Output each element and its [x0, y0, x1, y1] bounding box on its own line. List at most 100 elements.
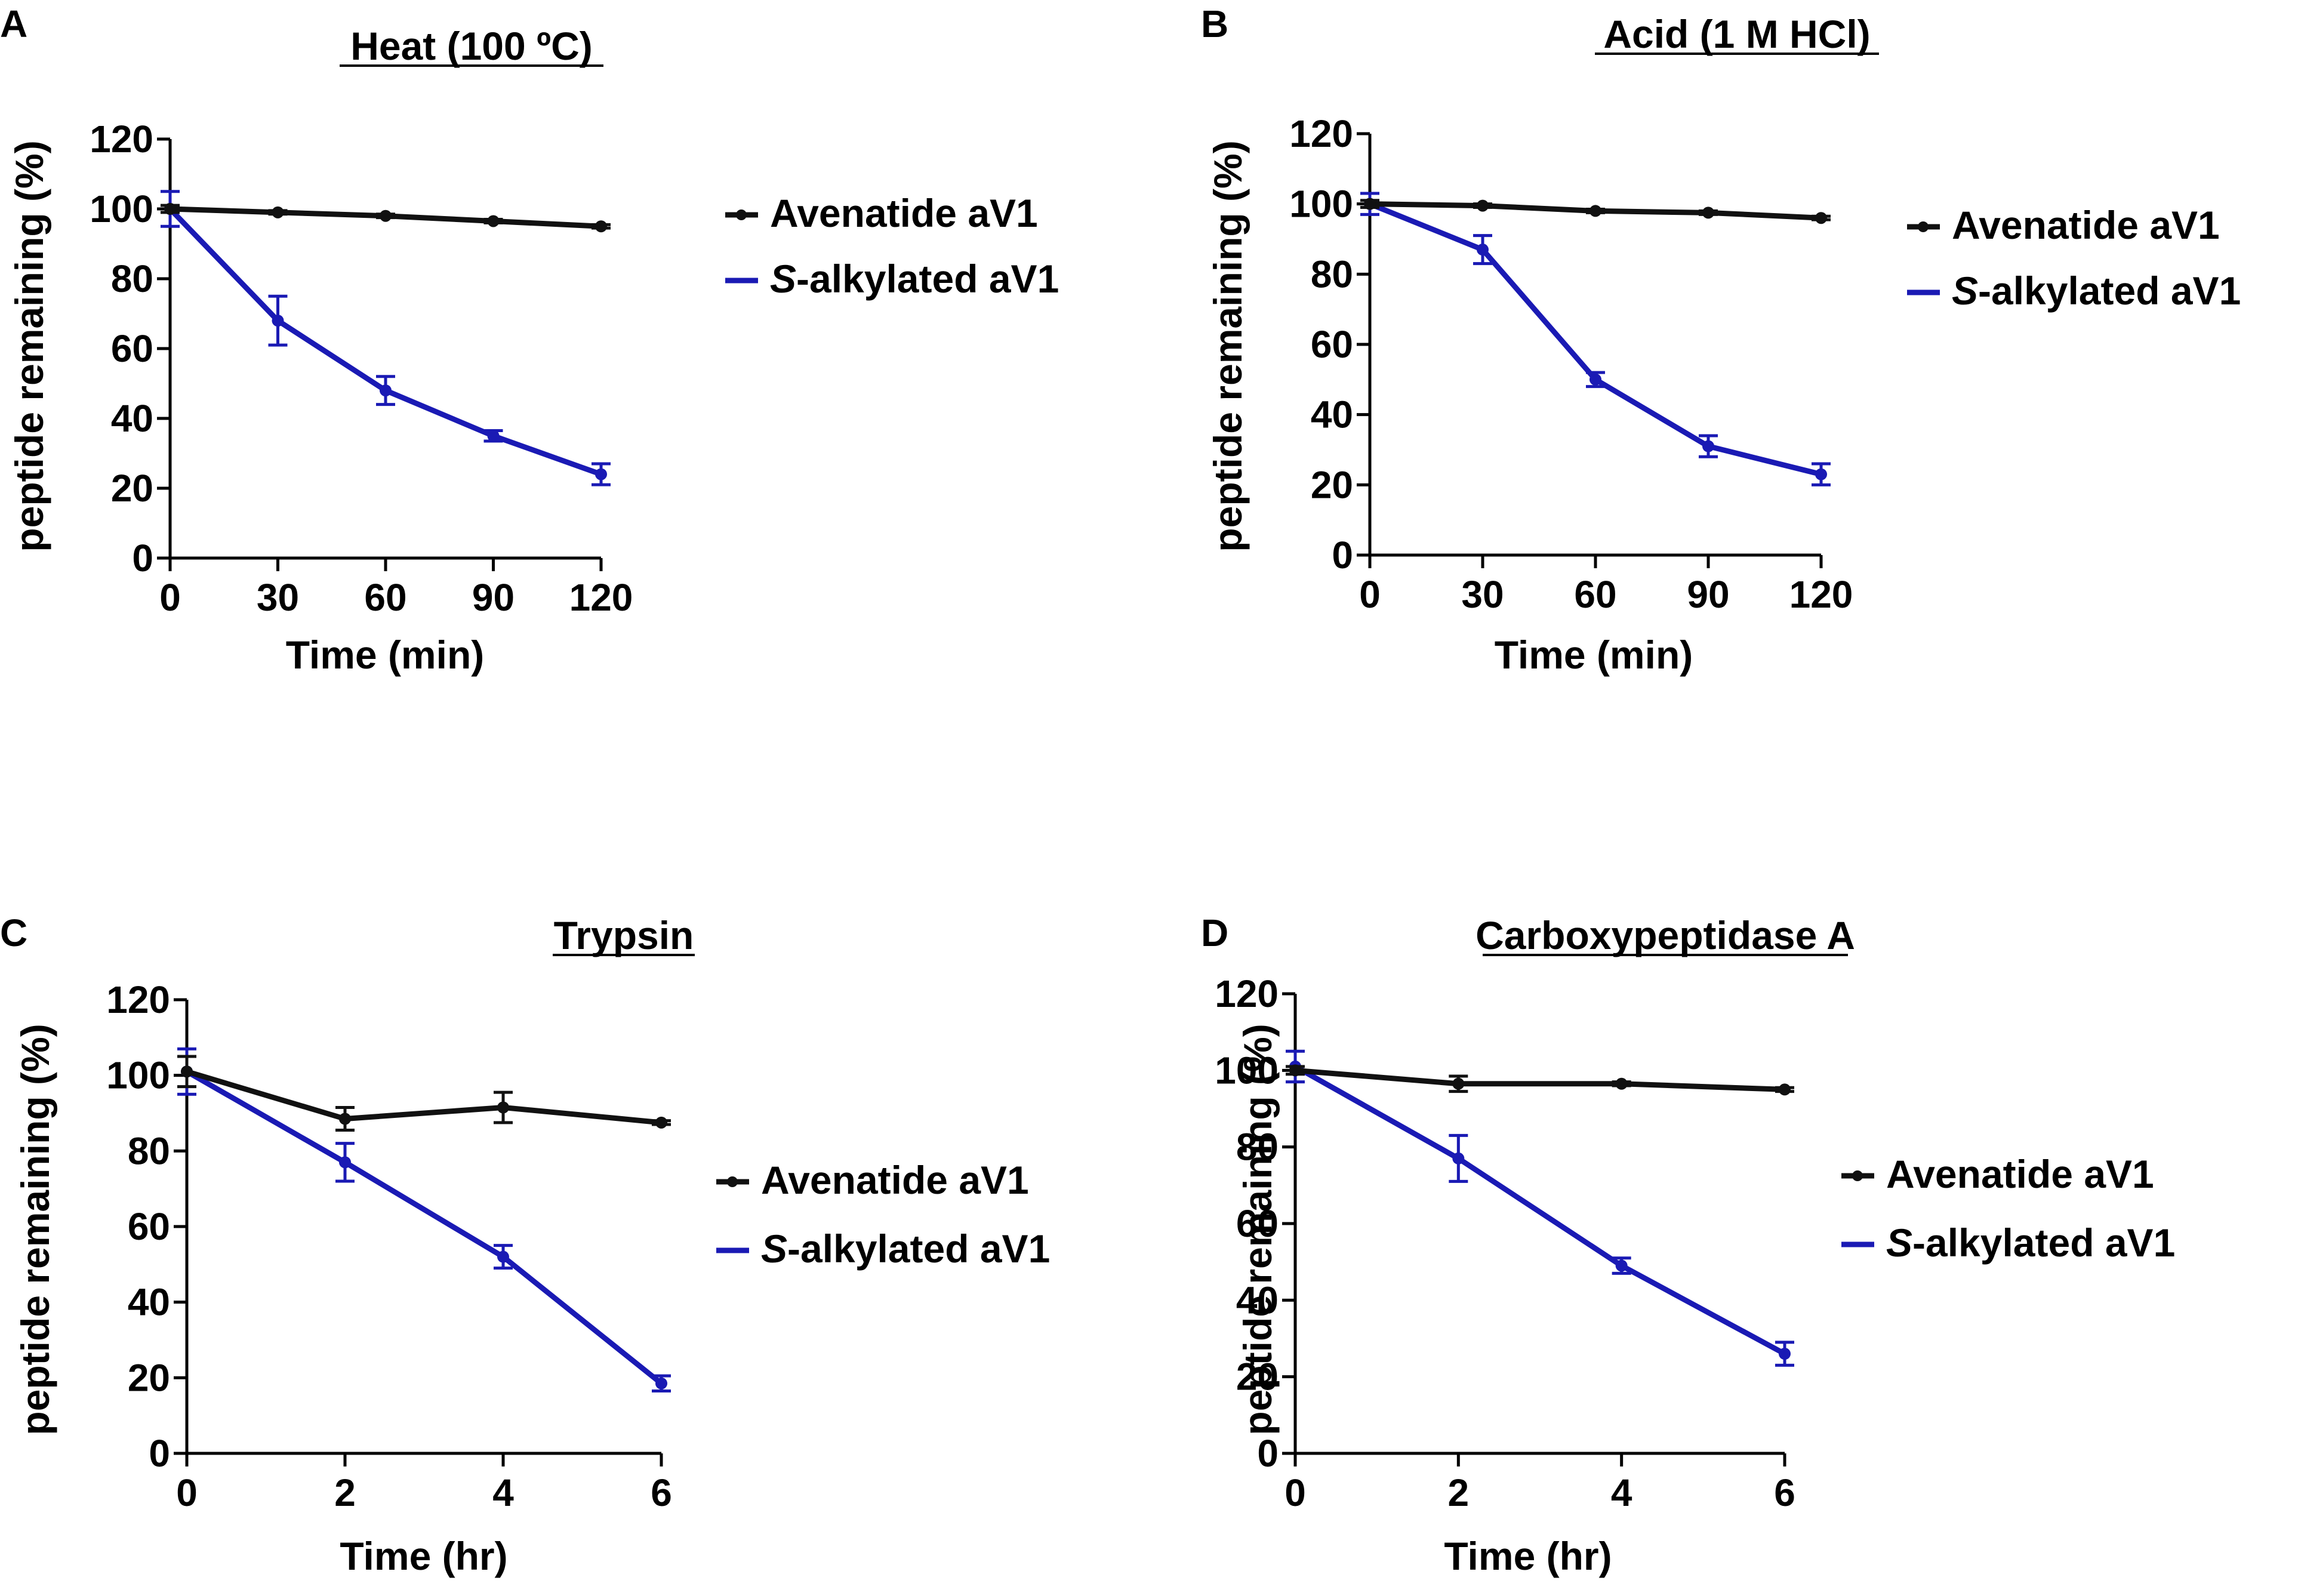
x-tick-label: 4	[1611, 1471, 1632, 1514]
data-point	[1615, 1077, 1628, 1090]
y-axis-label: peptide remaining (%)	[1206, 140, 1250, 551]
data-point	[497, 1250, 509, 1263]
series-line	[186, 1069, 662, 1126]
legend-label-s-alkylated: S-alkylated aV1	[761, 1227, 1050, 1271]
data-point	[595, 468, 607, 480]
chart-title: Heat (100 ºC)	[350, 24, 593, 68]
data-point	[595, 220, 607, 233]
chart-panel-d: D Carboxypeptidase A 0 20 40 60 80 100 120 0 2 4 6 Ti…	[1201, 911, 2175, 1578]
x-tick-label: 30	[257, 576, 299, 619]
series-line	[1295, 1067, 1785, 1092]
y-tick-label: 120	[1289, 112, 1353, 155]
legend-label-avenatide: Avenatide aV1	[770, 191, 1038, 235]
y-tick-label: 100	[90, 187, 153, 230]
y-tick-label: 0	[1257, 1432, 1279, 1475]
legend-label-avenatide: Avenatide aV1	[1886, 1152, 2154, 1196]
y-tick-label: 60	[1236, 1202, 1279, 1245]
y-tick-label: 60	[111, 327, 153, 370]
y-tick-label: 40	[1311, 393, 1353, 436]
panel-letter: A	[0, 2, 27, 45]
chart-panel-b: B Acid (1 M HCl) 0 20 40 60 80 100 120 0 30 60 90 120…	[1201, 2, 2241, 677]
legend-marker-avenatide	[727, 1176, 738, 1187]
y-tick-label: 80	[1311, 252, 1353, 295]
series-s-alkylated	[1286, 1049, 1794, 1367]
series-line	[1369, 201, 1822, 477]
series-s-alkylated	[161, 190, 611, 486]
legend-label-italic-s: S	[761, 1227, 787, 1271]
data-point	[1589, 373, 1601, 386]
x-tick-label: 90	[1687, 573, 1729, 616]
data-point	[655, 1116, 667, 1129]
legend-marker-avenatide	[1918, 221, 1929, 232]
data-point	[1815, 212, 1827, 224]
x-tick-label: 0	[1284, 1471, 1306, 1514]
x-tick-label: 0	[1359, 573, 1381, 616]
x-tick-label: 2	[1448, 1471, 1470, 1514]
data-point	[497, 1101, 509, 1114]
x-tick-label: 0	[176, 1471, 198, 1514]
legend-label-s-alkylated: S-alkylated aV1	[770, 257, 1059, 301]
series-line	[1293, 1064, 1786, 1357]
legend-label-rest: -alkylated aV1	[787, 1227, 1050, 1271]
y-tick-label: 100	[1215, 1049, 1279, 1092]
legend-label-italic-s: S	[1886, 1221, 1912, 1265]
y-tick-label: 20	[111, 467, 153, 510]
y-tick-label: 120	[106, 978, 170, 1021]
data-point	[487, 430, 500, 442]
series-avenatide	[177, 1055, 671, 1132]
data-point	[1477, 244, 1489, 256]
y-axis-label: peptide remaining (%)	[1236, 1024, 1280, 1435]
legend-label-avenatide: Avenatide aV1	[1952, 203, 2220, 247]
data-point	[380, 209, 392, 222]
y-tick-label: 80	[128, 1129, 170, 1172]
series-avenatide	[1360, 198, 1831, 224]
x-tick-label: 60	[364, 576, 406, 619]
data-point	[1779, 1348, 1791, 1360]
data-point	[380, 384, 392, 397]
panel-letter: B	[1201, 2, 1228, 45]
chart-title: Carboxypeptidase A	[1475, 913, 1855, 957]
y-axis-label: peptide remaining (%)	[7, 140, 51, 551]
y-tick-label: 0	[132, 537, 153, 580]
data-point	[339, 1156, 351, 1169]
x-tick-label: 6	[1774, 1471, 1795, 1514]
y-tick-label: 120	[1215, 972, 1279, 1015]
y-tick-label: 40	[128, 1281, 170, 1324]
x-tick-label: 0	[159, 576, 181, 619]
x-tick-label: 30	[1461, 573, 1504, 616]
x-tick-label: 90	[472, 576, 515, 619]
x-axis-label: Time (hr)	[1444, 1534, 1612, 1578]
data-point	[272, 315, 284, 327]
y-tick-label: 120	[90, 118, 153, 161]
y-tick-label: 20	[1236, 1355, 1279, 1398]
legend-label-rest: -alkylated aV1	[1912, 1221, 2175, 1265]
data-point	[1702, 207, 1714, 219]
legend-label-rest: -alkylated aV1	[1978, 269, 2241, 313]
y-tick-label: 80	[111, 257, 153, 300]
series-s-alkylated	[177, 1047, 671, 1392]
series-avenatide	[161, 203, 611, 233]
data-point	[1702, 440, 1714, 452]
data-point	[1364, 198, 1376, 210]
x-tick-label: 60	[1574, 573, 1616, 616]
chart-title: Acid (1 M HCl)	[1603, 12, 1870, 56]
x-axis-label: Time (min)	[1495, 633, 1693, 677]
legend-label-s-alkylated: S-alkylated aV1	[1952, 269, 2241, 313]
y-tick-label: 0	[1332, 534, 1353, 577]
x-axis-label: Time (min)	[286, 633, 484, 677]
data-point	[339, 1113, 351, 1125]
x-tick-label: 6	[651, 1471, 672, 1514]
y-tick-label: 20	[128, 1356, 170, 1399]
data-point	[487, 215, 500, 227]
data-point	[1589, 205, 1601, 217]
legend: Avenatide aV1 S-alkylated aV1	[1841, 1152, 2175, 1265]
data-point	[1477, 199, 1489, 212]
legend-label-rest: -alkylated aV1	[796, 257, 1059, 301]
y-tick-label: 80	[1236, 1126, 1279, 1169]
x-tick-label: 120	[569, 576, 633, 619]
chart-panel-c: C Trypsin 0 20 40 60 80 100 120 0 2 4 6 Time (hr) pept…	[0, 911, 1050, 1578]
y-tick-label: 20	[1311, 463, 1353, 506]
y-tick-label: 0	[149, 1432, 170, 1475]
y-tick-label: 60	[128, 1205, 170, 1248]
